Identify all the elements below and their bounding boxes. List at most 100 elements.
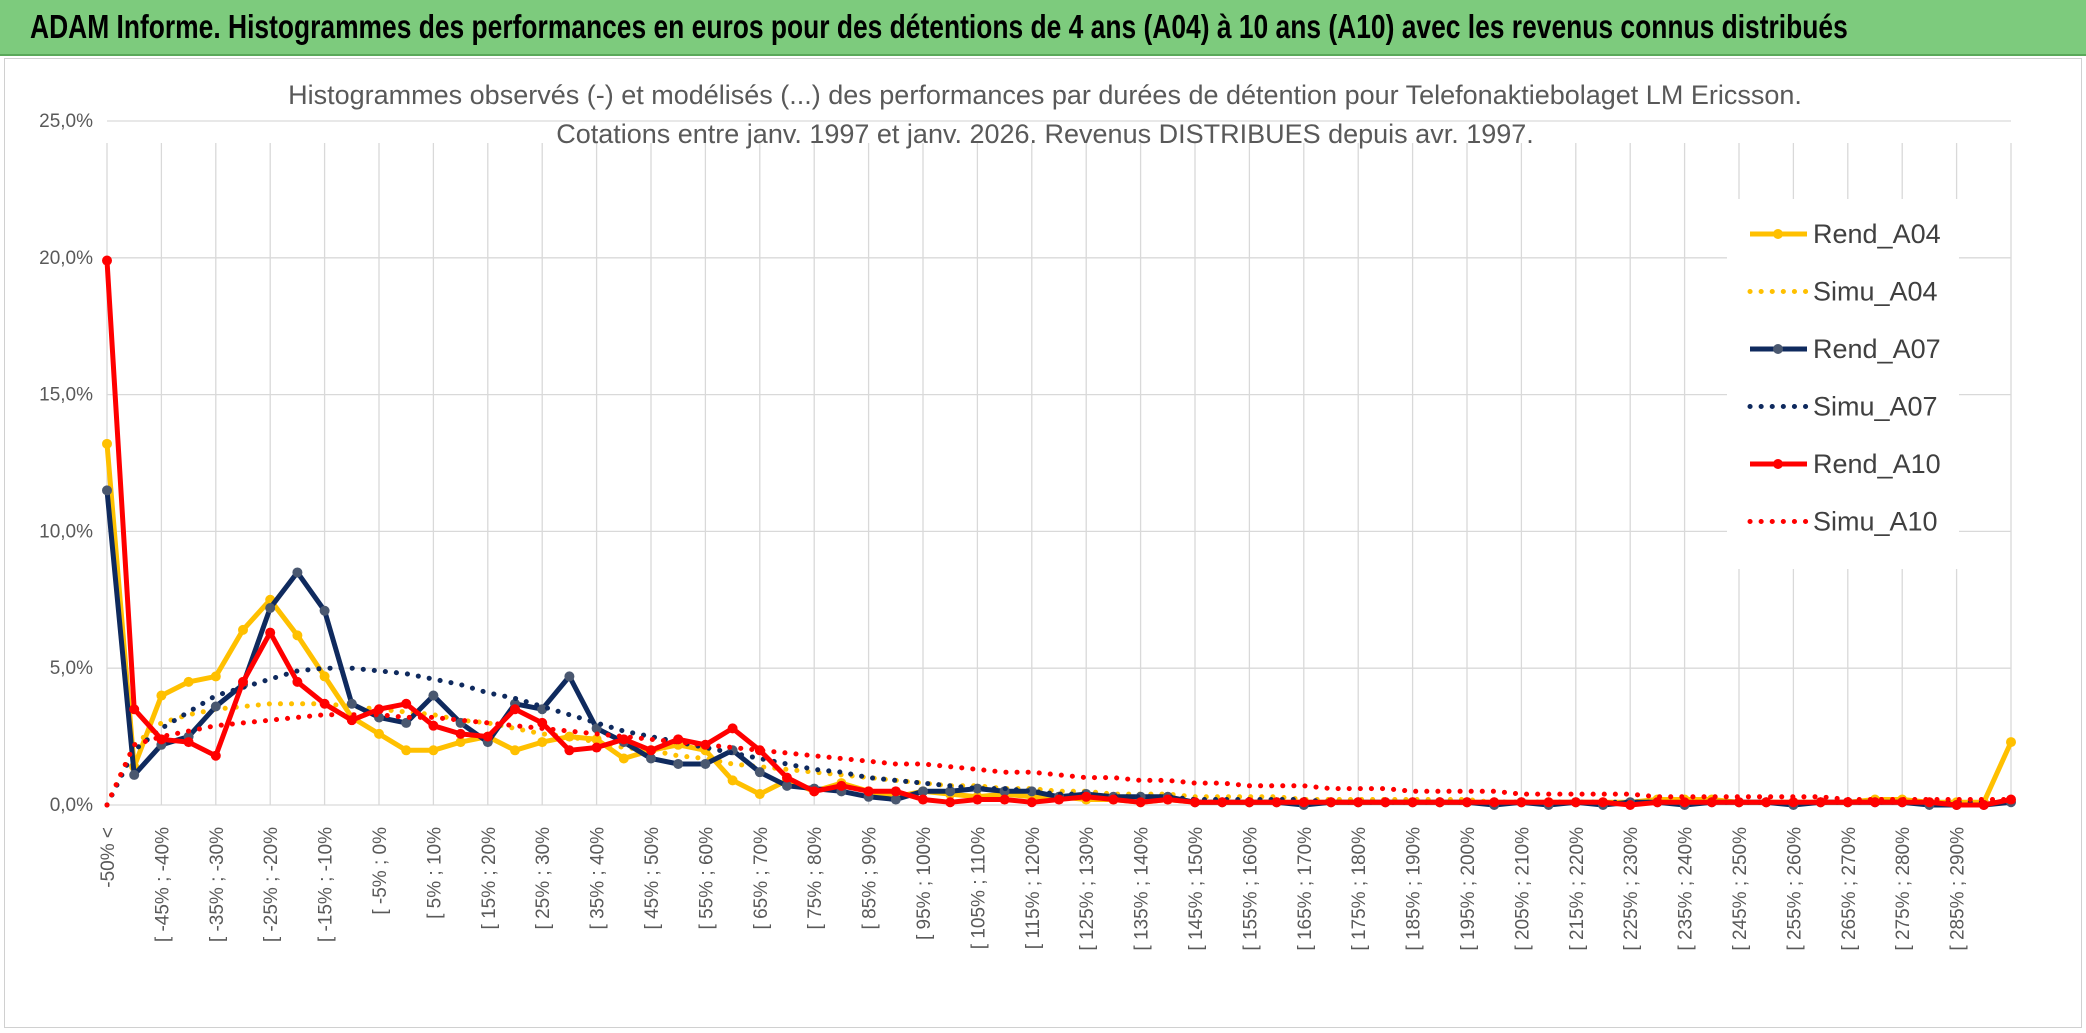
data-point bbox=[537, 717, 548, 728]
data-point bbox=[863, 786, 874, 797]
data-point bbox=[1190, 797, 1200, 808]
data-point bbox=[210, 750, 221, 761]
legend-label: Rend_A07 bbox=[1813, 334, 1941, 364]
x-tick-label: [ 25% ; 30% bbox=[533, 827, 554, 930]
x-tick-label: [ 115% ; 120% bbox=[1023, 827, 1044, 949]
x-axis-ticks: -50% < [ -45% ; -40% [ -35% ; -30% [ -25% ;… bbox=[98, 827, 1969, 951]
data-point bbox=[1326, 797, 1336, 808]
data-point bbox=[238, 624, 248, 635]
data-point bbox=[972, 783, 983, 794]
data-point bbox=[510, 745, 520, 756]
chart-frame: Histogrammes observés (-) et modélisés (… bbox=[4, 58, 2082, 1028]
data-point bbox=[265, 627, 276, 638]
x-tick-label: [ 95% ; 100% bbox=[914, 827, 935, 940]
x-tick-label: [ 215% ; 220% bbox=[1567, 827, 1588, 951]
x-tick-label: [ 125% ; 130% bbox=[1077, 827, 1098, 951]
page-banner: ADAM Informe. Histogrammes des performan… bbox=[0, 0, 2086, 56]
x-tick-label: [ -35% ; -30% bbox=[207, 827, 228, 942]
data-point bbox=[510, 704, 520, 715]
data-point bbox=[210, 671, 221, 682]
data-point bbox=[537, 704, 548, 715]
chart-title: Histogrammes observés (-) et modélisés (… bbox=[288, 80, 1802, 110]
data-point bbox=[890, 786, 901, 797]
x-tick-label: [ 265% ; 270% bbox=[1839, 827, 1860, 951]
legend-label: Simu_A07 bbox=[1813, 392, 1938, 422]
y-tick-label: 25,0% bbox=[39, 111, 93, 132]
data-point bbox=[210, 701, 221, 712]
data-point bbox=[319, 671, 330, 682]
data-point bbox=[292, 630, 303, 641]
data-point bbox=[102, 438, 112, 449]
data-point bbox=[238, 676, 248, 687]
data-point bbox=[1734, 797, 1744, 808]
x-tick-label: [ -5% ; 0% bbox=[370, 827, 391, 915]
data-point bbox=[374, 728, 384, 739]
x-tick-label: [ 255% ; 260% bbox=[1784, 827, 1805, 951]
series-Rend_A10 bbox=[102, 255, 2016, 810]
x-tick-label: [ 275% ; 280% bbox=[1893, 827, 1914, 951]
x-tick-label: [ 55% ; 60% bbox=[696, 827, 717, 930]
data-point bbox=[1353, 797, 1364, 808]
data-point bbox=[1951, 800, 1962, 810]
data-point bbox=[1108, 794, 1119, 805]
data-point bbox=[428, 690, 439, 701]
data-point bbox=[1679, 797, 1690, 808]
data-point bbox=[346, 698, 357, 709]
data-point bbox=[1706, 797, 1717, 808]
series-Simu_A10 bbox=[104, 712, 2014, 808]
data-point bbox=[374, 704, 384, 715]
x-tick-label: [ 75% ; 80% bbox=[805, 827, 826, 930]
data-point bbox=[129, 769, 140, 780]
data-point bbox=[836, 780, 847, 791]
data-point bbox=[809, 786, 820, 797]
data-point bbox=[782, 780, 792, 791]
data-point bbox=[1244, 797, 1255, 808]
data-point bbox=[183, 676, 194, 687]
legend-marker bbox=[1773, 344, 1783, 354]
data-point bbox=[346, 715, 357, 726]
data-point bbox=[1652, 797, 1663, 808]
data-point bbox=[945, 797, 956, 808]
data-point bbox=[292, 676, 303, 687]
y-tick-label: 5,0% bbox=[50, 658, 93, 679]
legend-item: Rend_A07 bbox=[1750, 334, 1941, 364]
data-point bbox=[1761, 797, 1772, 808]
data-point bbox=[401, 717, 412, 728]
data-point bbox=[1462, 797, 1472, 808]
data-point bbox=[646, 745, 656, 756]
data-point bbox=[183, 737, 194, 748]
series-line bbox=[104, 487, 2014, 808]
chart-subtitle: Cotations entre janv. 1997 et janv. 2026… bbox=[556, 119, 1534, 149]
data-point bbox=[754, 789, 765, 800]
data-point bbox=[564, 671, 575, 682]
data-point bbox=[292, 567, 303, 578]
x-tick-label: [ 105% ; 110% bbox=[968, 827, 989, 949]
data-point bbox=[455, 737, 466, 748]
x-tick-label: [ 245% ; 250% bbox=[1730, 827, 1751, 951]
data-point bbox=[401, 745, 412, 756]
series-lines bbox=[102, 255, 2016, 810]
x-tick-label: [ 235% ; 240% bbox=[1676, 827, 1697, 951]
data-point bbox=[890, 794, 901, 805]
legend-background bbox=[1727, 199, 1959, 569]
legend-label: Rend_A10 bbox=[1813, 449, 1941, 479]
x-tick-label: -50% < bbox=[98, 827, 119, 888]
data-point bbox=[156, 690, 167, 701]
y-axis-ticks: 0,0% 5,0% 10,0% 15,0% 20,0% 25,0% bbox=[39, 111, 93, 816]
data-point bbox=[1217, 797, 1228, 808]
series-Simu_A07 bbox=[104, 665, 2014, 808]
data-point bbox=[1407, 797, 1418, 808]
legend-item: Rend_A10 bbox=[1750, 449, 1941, 479]
data-point bbox=[1978, 800, 1989, 810]
x-tick-label: [ 285% ; 290% bbox=[1948, 827, 1969, 951]
x-tick-label: [ 185% ; 190% bbox=[1404, 827, 1425, 951]
legend-label: Simu_A04 bbox=[1813, 277, 1938, 307]
data-point bbox=[782, 772, 792, 783]
chart-legend: Rend_A04 Simu_A04 Rend_A07 Simu_A07 Rend_A10… bbox=[1727, 199, 1959, 569]
legend-marker bbox=[1773, 459, 1783, 469]
data-point bbox=[918, 794, 928, 805]
y-tick-label: 0,0% bbox=[50, 795, 93, 816]
x-tick-label: [ 135% ; 140% bbox=[1132, 827, 1153, 951]
series-line bbox=[104, 712, 2014, 808]
performance-histogram-chart: Histogrammes observés (-) et modélisés (… bbox=[39, 80, 2016, 951]
